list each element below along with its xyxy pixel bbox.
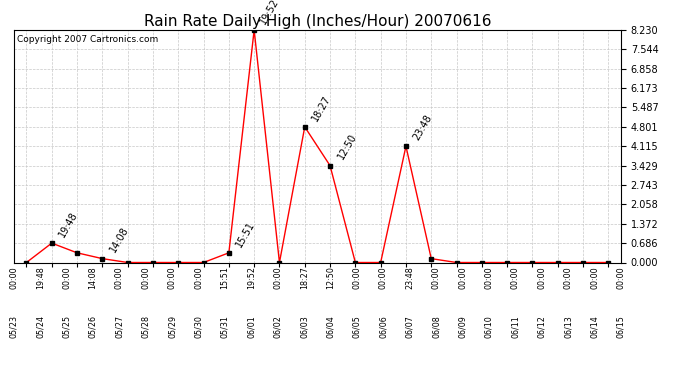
Text: Copyright 2007 Cartronics.com: Copyright 2007 Cartronics.com <box>17 34 158 44</box>
Text: 12:50: 12:50 <box>335 132 358 162</box>
Text: 06/11: 06/11 <box>511 315 520 338</box>
Text: 00:00: 00:00 <box>141 266 150 289</box>
Text: 06/15: 06/15 <box>616 315 626 338</box>
Text: 12:50: 12:50 <box>326 266 335 289</box>
Text: 06/08: 06/08 <box>432 315 441 338</box>
Text: 14:08: 14:08 <box>108 225 130 255</box>
Text: 15:51: 15:51 <box>221 266 230 289</box>
Text: 14:08: 14:08 <box>88 266 97 289</box>
Text: 05/23: 05/23 <box>9 315 19 338</box>
Text: 19:48: 19:48 <box>57 210 80 239</box>
Text: 05/31: 05/31 <box>221 315 230 338</box>
Text: 05/24: 05/24 <box>36 315 45 338</box>
Text: 19:48: 19:48 <box>36 266 45 289</box>
Text: 00:00: 00:00 <box>62 266 71 289</box>
Text: 06/03: 06/03 <box>299 315 308 338</box>
Title: Rain Rate Daily High (Inches/Hour) 20070616: Rain Rate Daily High (Inches/Hour) 20070… <box>144 14 491 29</box>
Text: 05/25: 05/25 <box>62 315 71 338</box>
Text: 06/12: 06/12 <box>538 315 546 338</box>
Text: 06/04: 06/04 <box>326 315 335 338</box>
Text: 05/26: 05/26 <box>88 315 97 338</box>
Text: 00:00: 00:00 <box>458 266 467 289</box>
Text: 15:51: 15:51 <box>235 219 257 249</box>
Text: 06/06: 06/06 <box>379 315 388 338</box>
Text: 06/13: 06/13 <box>564 315 573 338</box>
Text: 06/10: 06/10 <box>484 315 493 338</box>
Text: 18:27: 18:27 <box>299 266 308 289</box>
Text: 05/29: 05/29 <box>168 315 177 338</box>
Text: 00:00: 00:00 <box>353 266 362 289</box>
Text: 19:52: 19:52 <box>258 0 281 26</box>
Text: 00:00: 00:00 <box>432 266 441 289</box>
Text: 00:00: 00:00 <box>484 266 493 289</box>
Text: 19:52: 19:52 <box>247 266 256 289</box>
Text: 05/27: 05/27 <box>115 315 124 338</box>
Text: 06/02: 06/02 <box>273 315 282 338</box>
Text: 23:48: 23:48 <box>411 113 434 142</box>
Text: 00:00: 00:00 <box>168 266 177 289</box>
Text: 05/28: 05/28 <box>141 315 150 338</box>
Text: 06/07: 06/07 <box>405 315 414 338</box>
Text: 00:00: 00:00 <box>616 266 626 289</box>
Text: 00:00: 00:00 <box>9 266 19 289</box>
Text: 06/14: 06/14 <box>590 315 599 338</box>
Text: 06/09: 06/09 <box>458 315 467 338</box>
Text: 00:00: 00:00 <box>511 266 520 289</box>
Text: 00:00: 00:00 <box>115 266 124 289</box>
Text: 00:00: 00:00 <box>564 266 573 289</box>
Text: 00:00: 00:00 <box>379 266 388 289</box>
Text: 23:48: 23:48 <box>405 266 414 289</box>
Text: 18:27: 18:27 <box>310 93 333 123</box>
Text: 06/05: 06/05 <box>353 315 362 338</box>
Text: 00:00: 00:00 <box>273 266 282 289</box>
Text: 00:00: 00:00 <box>538 266 546 289</box>
Text: 00:00: 00:00 <box>194 266 203 289</box>
Text: 06/01: 06/01 <box>247 315 256 338</box>
Text: 05/30: 05/30 <box>194 315 203 338</box>
Text: 00:00: 00:00 <box>590 266 599 289</box>
